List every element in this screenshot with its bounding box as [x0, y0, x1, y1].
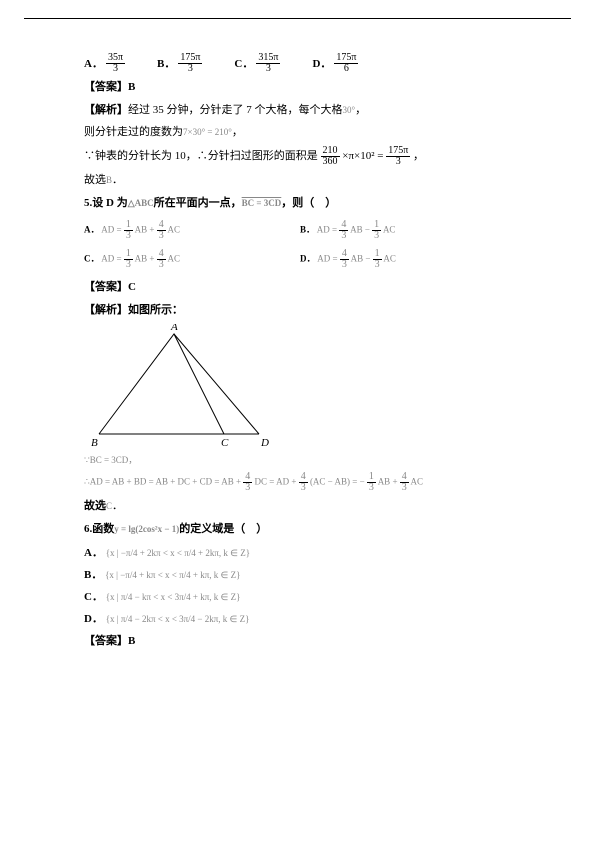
q4-analysis-2: 则分针走过的度数为7×30° = 210°， [84, 123, 521, 142]
q5-derive: ∴AD = AB + BD = AB + DC + CD = AB + 43 D… [84, 472, 521, 493]
q6-optC: C． {x | π/4 − kπ < x < 3π/4 + kπ, k ∈ Z} [84, 588, 521, 604]
q6-stem: 6.函数y = lg(2cos²x − 1)的定义域是（ ） [84, 520, 521, 539]
q6-optB: B． {x | −π/4 + kπ < x < π/4 + kπ, k ∈ Z} [84, 566, 521, 582]
svg-text:D: D [260, 437, 269, 449]
triangle-diagram: A B C D [84, 324, 284, 449]
q6-optD: D． {x | π/4 − 2kπ < x < 3π/4 − 2kπ, k ∈ … [84, 610, 521, 626]
q5-opts-row1: A． AD = 13 AB + 43 AC B． AD = 43 AB − 13… [84, 216, 521, 245]
svg-text:C: C [221, 437, 229, 449]
q6-optA: A． {x | −π/4 + 2kπ < x < π/4 + 2kπ, k ∈ … [84, 544, 521, 560]
q4-options: A． 35π3 B． 175π3 C． 315π3 D． 175π6 [84, 53, 521, 74]
q5-analysis-label: 【解析】如图所示： [84, 301, 521, 320]
q6-answer: 【答案】B [84, 632, 521, 651]
page-container: A． 35π3 B． 175π3 C． 315π3 D． 175π6 【答案】B… [24, 18, 571, 675]
q4-answer: 【答案】B [84, 78, 521, 97]
q5-opts-row2: C． AD = 13 AB + 43 AC D． AD = 43 AB − 13… [84, 245, 521, 274]
opt-label: A． [84, 55, 103, 74]
q5-conclude: 故选C． [84, 497, 521, 516]
q5-stem: 5.设 D 为△ABC所在平面内一点，BC = 3CD，则（ ） [84, 194, 521, 213]
q5-since: ∵BC = 3CD， [84, 453, 521, 468]
svg-text:B: B [91, 437, 98, 449]
opt-label: C． [234, 55, 253, 74]
q5-answer: 【答案】C [84, 278, 521, 297]
q4-conclude: 故选B． [84, 171, 521, 190]
q4-analysis-3: ∵钟表的分针长为 10，∴分针扫过图形的面积是 210360 ×π×10² = … [84, 146, 521, 167]
opt-label: B． [157, 55, 175, 74]
q4-analysis-1: 【解析】经过 35 分钟，分针走了 7 个大格，每个大格30°， [84, 101, 521, 120]
opt-label: D． [312, 55, 331, 74]
svg-text:A: A [170, 324, 178, 333]
